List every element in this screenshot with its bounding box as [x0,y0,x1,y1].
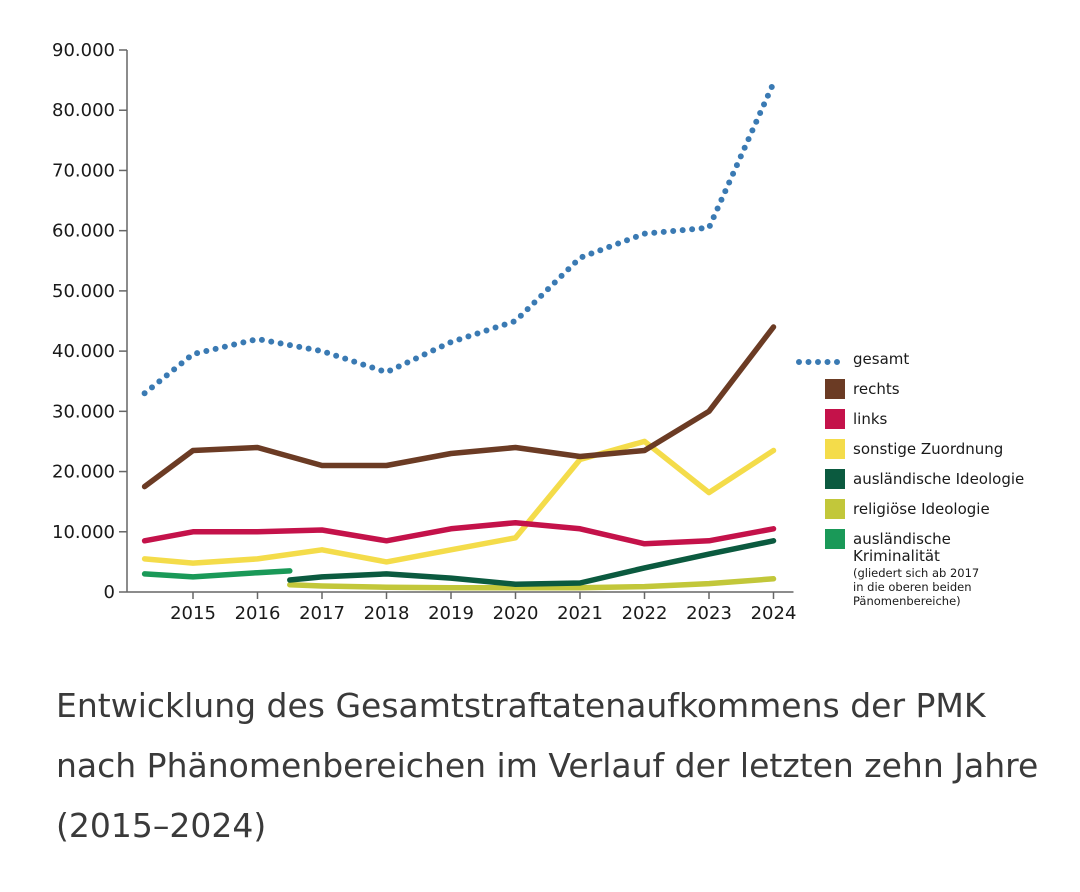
x-tick-label: 2021 [557,603,603,624]
x-tick-label: 2018 [364,603,410,624]
series-layer [141,80,777,591]
y-tick-label: 0 [104,582,115,603]
x-tick-label: 2024 [751,603,797,624]
y-tick-label: 30.000 [52,401,115,422]
series-line-gesamt [141,80,777,397]
series-line-links [141,519,777,547]
x-tick-label: 2017 [299,603,345,624]
legend-swatch-sonstige [825,439,845,459]
x-tick-label: 2020 [493,603,539,624]
x-tick-label: 2016 [235,603,281,624]
legend-swatch-religioes [825,499,845,519]
y-tick-label: 40.000 [52,341,115,362]
legend: gesamt rechts links sonstige Zuordnung auslä… [796,350,1024,608]
y-tick-label: 20.000 [52,462,115,483]
legend-swatch-kriminalitaet [825,529,845,549]
x-tick-label: 2023 [686,603,732,624]
chart-caption: Entwicklung des Gesamtstraftatenaufkomme… [56,686,1039,845]
series-line-sonstige [141,438,777,566]
legend-label-rechts: rechts [853,380,900,398]
legend-swatch-auslaendisch [825,469,845,489]
legend-label-kriminalitaet: ausländische [853,530,951,548]
legend-swatch-rechts [825,379,845,399]
x-tick-label: 2019 [428,603,474,624]
series-line-rechts [141,324,777,490]
series-line-religioes [287,576,777,591]
legend-label-gesamt: gesamt [853,350,909,368]
axes: 0 10.000 20.000 30.000 40.000 50.000 60.000 70.… [52,40,796,624]
legend-label-sonstige: sonstige Zuordnung [853,440,1003,458]
x-tick-label: 2022 [622,603,668,624]
series-line-auslaendisch [287,538,777,587]
legend-label-kriminalitaet-line2: Kriminalität [853,547,940,565]
x-tick-label: 2015 [170,603,216,624]
legend-note-line: Pänomenbereiche) [853,594,961,608]
legend-swatch-links [825,409,845,429]
y-tick-label: 10.000 [52,522,115,543]
legend-note-line: (gliedert sich ab 2017 [853,566,979,580]
legend-label-religioes: religiöse Ideologie [853,500,990,518]
legend-label-links: links [853,410,888,428]
y-tick-label: 60.000 [52,221,115,242]
y-tick-label: 90.000 [52,40,115,61]
legend-label-auslaendisch: ausländische Ideologie [853,470,1024,488]
series-line-kriminalitaet [141,568,293,580]
chart: 0 10.000 20.000 30.000 40.000 50.000 60.000 70.… [52,40,1024,624]
legend-note-line: in die oberen beiden [853,580,972,594]
y-tick-label: 80.000 [52,100,115,121]
y-tick-label: 70.000 [52,160,115,181]
y-tick-label: 50.000 [52,281,115,302]
